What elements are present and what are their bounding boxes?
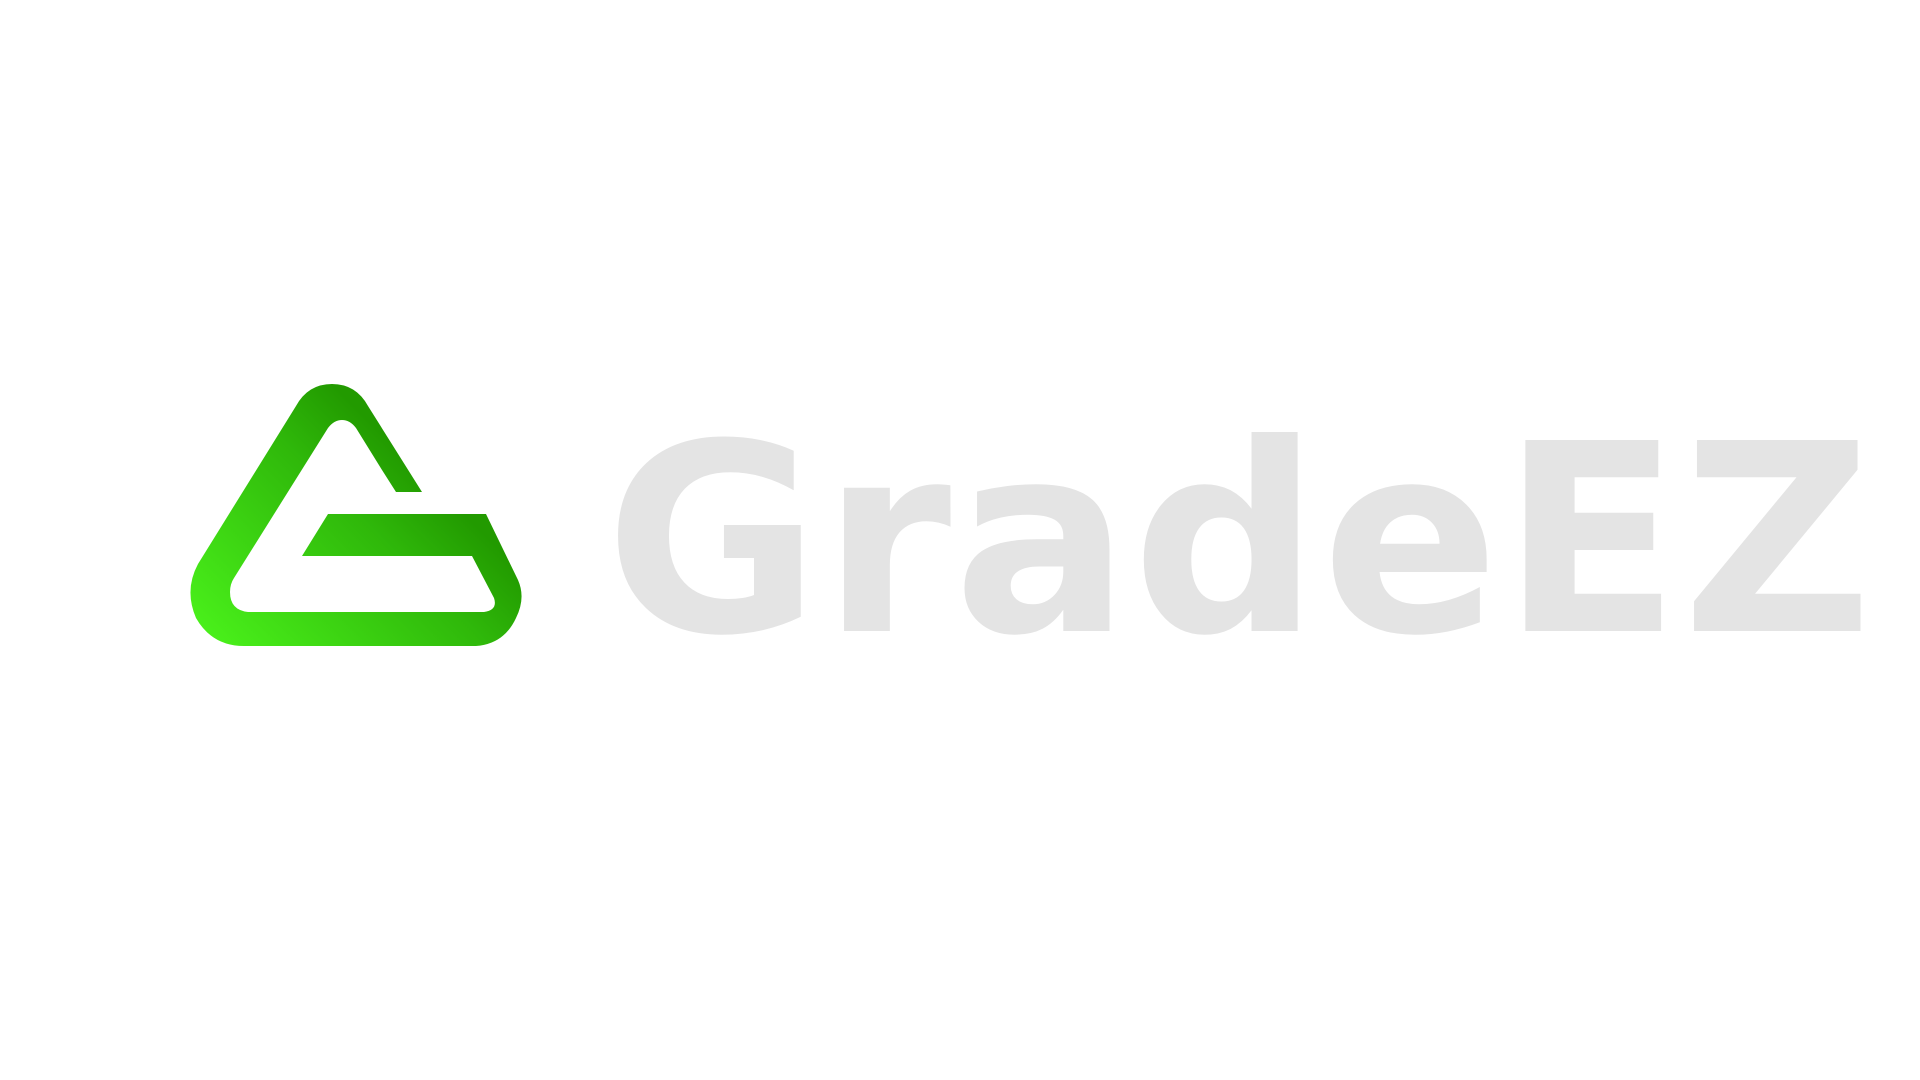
brand-wordmark: GradeEZ	[605, 388, 1875, 693]
stylized-g-triangle-icon	[190, 384, 522, 646]
